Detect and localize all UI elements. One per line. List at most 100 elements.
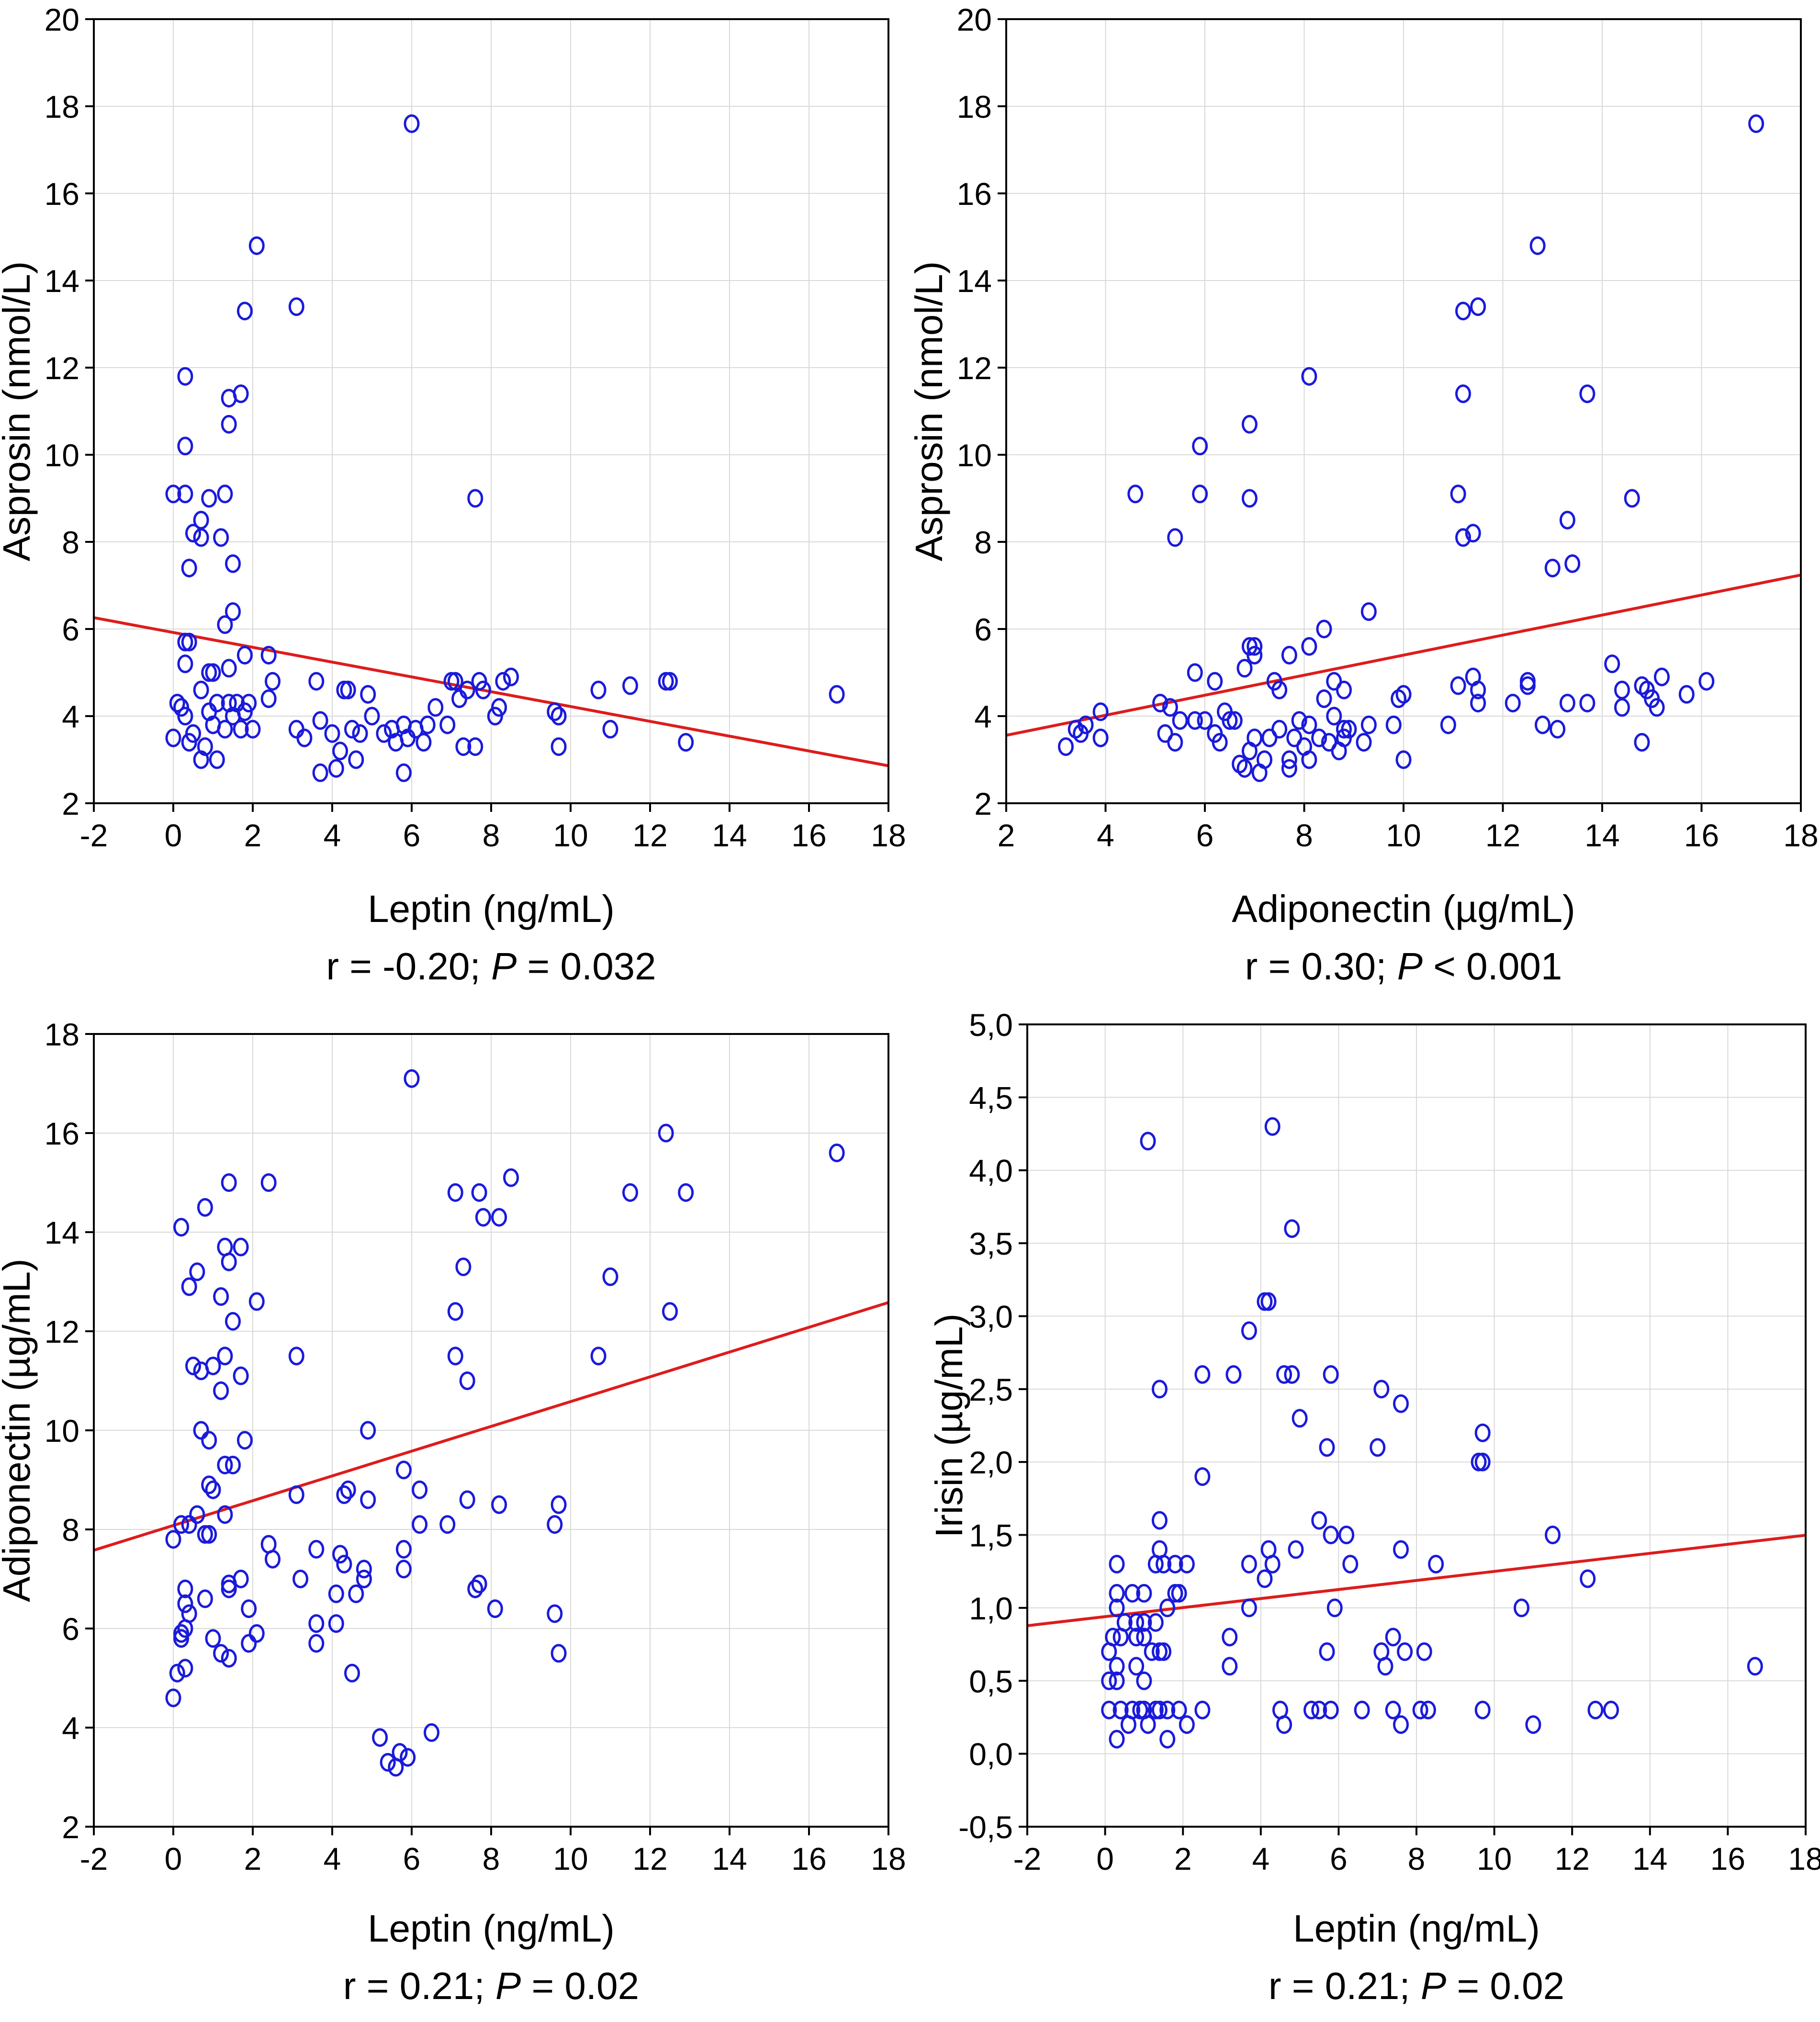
x-tick-label: 0 [165,818,182,853]
points-group [165,1069,845,1777]
data-point [1416,1642,1432,1661]
x-axis-label: Adiponectin (µg/mL) [1232,887,1575,930]
data-point [1323,1526,1339,1545]
trend-line-group [93,616,889,767]
data-point [312,711,328,730]
data-point [308,1539,325,1559]
data-point [177,437,193,456]
data-point [1257,750,1272,769]
data-point [288,1485,304,1505]
data-point [1156,1554,1172,1573]
data-point [1222,711,1238,730]
data-point [829,685,845,704]
data-point [1109,1730,1125,1749]
data-point [550,1495,567,1514]
data-point [1474,1700,1491,1719]
y-tick-label: 4,5 [969,1080,1013,1115]
y-tick-label: 2,5 [969,1372,1013,1407]
y-tick-label: 1,5 [969,1518,1013,1553]
data-point [1257,1569,1273,1588]
data-point [328,759,344,778]
data-point [201,489,217,508]
data-point [1354,1700,1370,1719]
correlation-stat: r = 0.21; P = 0.02 [343,1965,639,2007]
data-point [1395,750,1412,769]
x-tick-label: 14 [712,818,747,853]
data-point [467,737,483,756]
data-point [459,1371,475,1390]
data-point [1140,1715,1156,1734]
x-tick-label: 2 [998,818,1015,853]
data-point [1319,1642,1335,1661]
data-point [225,1312,241,1331]
data-point [1634,733,1650,752]
data-point [1301,367,1317,386]
x-tick-label: 10 [1477,1841,1512,1876]
stat-p-symbol: P [1421,1965,1446,2007]
y-tick-label: 1,0 [969,1591,1013,1626]
points-group [1101,1117,1763,1749]
data-point [1241,489,1258,508]
data-point [221,1574,237,1594]
data-point [1194,1700,1211,1719]
y-tick-label: 10 [45,1413,79,1449]
y-tick-label: 6 [62,1611,79,1647]
data-point [1393,1540,1409,1559]
x-tick-label: 16 [1710,1841,1745,1876]
data-point [1316,689,1332,708]
data-point [1323,1365,1339,1384]
data-point [248,236,265,255]
x-tick-label: 6 [1330,1841,1348,1876]
data-point [288,1347,304,1366]
y-tick-label: 18 [957,89,992,124]
data-point [1301,715,1317,734]
data-point [1159,1730,1176,1749]
data-point [395,1460,412,1480]
stat-p-value: = 0.02 [1446,1965,1564,2007]
data-point [1179,1715,1195,1734]
data-point [1127,484,1144,504]
data-point [1281,759,1297,778]
data-point [1241,1321,1257,1340]
grid-lines [1027,1024,1806,1827]
data-point [236,302,253,321]
data-point [1247,646,1263,665]
data-point [491,1495,507,1514]
data-point [439,1515,456,1534]
data-point [1271,719,1288,739]
data-point [1281,750,1297,769]
data-point [1450,676,1466,695]
trend-line-group [1006,573,1801,737]
data-point [181,559,197,578]
x-axis-label: Leptin (ng/mL) [1293,1907,1540,1950]
data-point [1385,1700,1401,1719]
data-point [1678,685,1695,704]
data-point [1167,1554,1183,1573]
data-point [181,632,197,652]
data-point [491,698,507,717]
axis-ticks: 2 4 6 8 10 12 14 16 18 2 4 6 8 10 12 14 16 18 20 [957,2,1819,853]
data-point [1654,667,1670,686]
data-point [372,1728,388,1747]
data-point [205,1480,221,1499]
data-point [1109,1598,1125,1618]
x-tick-label: -2 [80,1841,108,1876]
data-point [1342,1554,1359,1573]
data-point [189,1262,205,1281]
data-point [260,646,277,665]
data-point [395,763,412,782]
data-point [622,676,638,695]
data-point [233,384,249,404]
y-tick-label: 14 [45,263,79,299]
data-point [236,1431,253,1450]
data-point [404,1069,420,1088]
data-point [233,719,249,739]
y-tick-label: 0,5 [969,1663,1013,1699]
y-tick-label: 20 [45,2,79,37]
data-point [1579,384,1595,404]
data-point [360,1490,376,1509]
trend-line-group [1027,1534,1806,1628]
data-point [1226,711,1243,730]
data-point [336,1554,352,1573]
data-point [1281,646,1297,665]
